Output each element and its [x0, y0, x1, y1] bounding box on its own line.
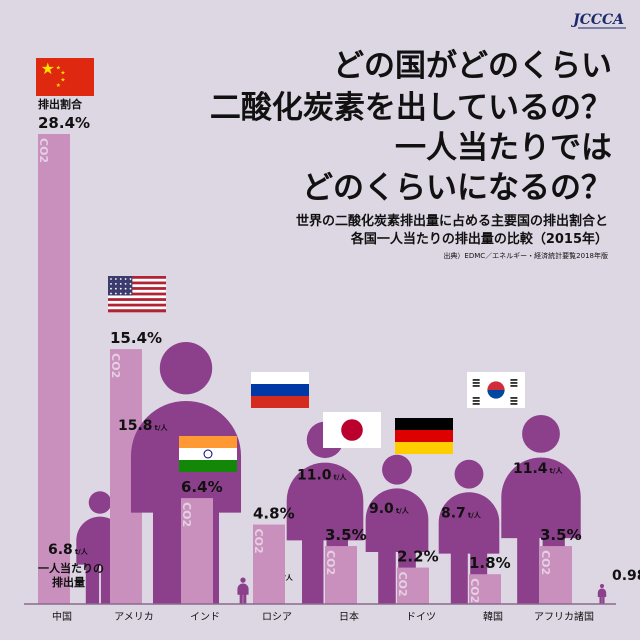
share-label: 4.8%: [253, 505, 295, 523]
subtitle-line-1: 世界の二酸化炭素排出量に占める主要国の排出割合と: [296, 213, 608, 229]
country-label: アフリカ諸国: [534, 610, 594, 623]
share-bar: [540, 546, 572, 604]
share-bar: [469, 574, 501, 604]
share-label: 2.2%: [397, 548, 439, 566]
per-capita-person: [237, 577, 249, 604]
title-line-3: 一人当たりでは: [395, 130, 612, 166]
share-bar: [397, 567, 429, 604]
per-capita-value: 6.8 t/人: [48, 542, 89, 558]
share-bar: [253, 524, 285, 604]
per-capita-number: 6.8: [48, 542, 73, 558]
share-bar: [181, 498, 213, 604]
per-capita-unit: t/人: [396, 506, 410, 515]
co2-text: CO2: [252, 529, 265, 554]
per-capita-number: 0.98: [612, 568, 640, 584]
per-capita-number: 15.8: [118, 418, 153, 434]
country-group: CO2 3.5% 0.98t/人アフリカ諸国: [534, 526, 640, 623]
per-capita-number: 11.0: [297, 468, 332, 484]
source-note: 出典）EDMC／エネルギー・経済統計要覧2018年版: [443, 251, 608, 260]
china-flag: ★ ★★★★: [36, 58, 94, 96]
germany-flag: [395, 418, 453, 454]
country-label: 中国: [52, 610, 72, 623]
per-capita-unit: t/人: [155, 423, 169, 432]
russia-flag: [251, 372, 309, 408]
per-capita-value: 15.8 t/人: [118, 418, 168, 434]
co2-text: CO2: [37, 138, 50, 163]
share-caption: 排出割合: [38, 97, 83, 111]
title-line-4: どのくらいになるの？: [302, 170, 612, 206]
per-capita-caption: 排出量: [52, 575, 85, 589]
korea-flag: [467, 372, 525, 408]
country-label: インド: [190, 612, 220, 623]
co2-text: CO2: [539, 550, 552, 575]
svg-text:★: ★: [60, 70, 65, 77]
country-label: 韓国: [483, 611, 503, 623]
co2-text: CO2: [109, 353, 122, 378]
per-capita-number: 9.0: [369, 501, 394, 517]
per-capita-unit: t/人: [75, 547, 89, 556]
co2-text: CO2: [324, 550, 337, 575]
share-bar: [38, 134, 70, 604]
svg-text:★: ★: [56, 64, 61, 71]
country-label: ロシア: [262, 612, 292, 623]
per-capita-person: [438, 459, 500, 604]
per-capita-person: [597, 584, 607, 604]
share-label: 1.8%: [469, 554, 511, 572]
japan-flag: [323, 412, 381, 448]
co2-text: CO2: [468, 578, 481, 603]
country-label: アメリカ: [114, 611, 154, 623]
usa-flag: [108, 276, 166, 313]
share-label: 6.4%: [181, 478, 223, 496]
per-capita-value: 8.7 t/人: [441, 506, 482, 522]
india-flag: [179, 436, 237, 472]
share-bar: [325, 546, 357, 604]
co2-text: CO2: [396, 572, 409, 597]
per-capita-unit: t/人: [468, 511, 482, 520]
share-label: 28.4%: [38, 114, 90, 132]
per-capita-person: [501, 414, 581, 604]
per-capita-value: 0.98t/人: [612, 568, 640, 584]
title-line-1: どの国がどのくらい: [333, 48, 612, 84]
per-capita-value: 11.0 t/人: [297, 468, 347, 484]
per-capita-unit: t/人: [550, 466, 564, 475]
per-capita-value: 9.0 t/人: [369, 501, 410, 517]
share-label: 15.4%: [110, 329, 162, 347]
country-label: 日本: [339, 610, 359, 623]
per-capita-number: 8.7: [441, 506, 466, 522]
svg-text:★: ★: [60, 77, 65, 84]
per-capita-number: 11.4: [513, 461, 548, 477]
country-label: ドイツ: [406, 612, 436, 623]
svg-text:★: ★: [41, 59, 55, 78]
logo-text: JCCCA: [570, 12, 624, 28]
title-block: どの国がどのくらい 二酸化炭素を出しているの？ 一人当たりでは どのくらいになる…: [210, 48, 612, 260]
share-label: 3.5%: [540, 526, 582, 544]
per-capita-caption: 一人当たりの: [38, 561, 104, 575]
subtitle-line-2: 各国一人当たりの排出量の比較（2015年）: [350, 231, 608, 247]
svg-text:★: ★: [56, 82, 61, 89]
per-capita-value: 11.4 t/人: [513, 461, 563, 477]
title-line-2: 二酸化炭素を出しているの？: [210, 90, 612, 126]
per-capita-unit: t/人: [334, 473, 348, 482]
share-label: 3.5%: [325, 526, 367, 544]
co2-text: CO2: [180, 502, 193, 527]
jccca-logo: JCCCA: [570, 12, 626, 29]
per-capita-unit: t/人: [280, 573, 294, 582]
